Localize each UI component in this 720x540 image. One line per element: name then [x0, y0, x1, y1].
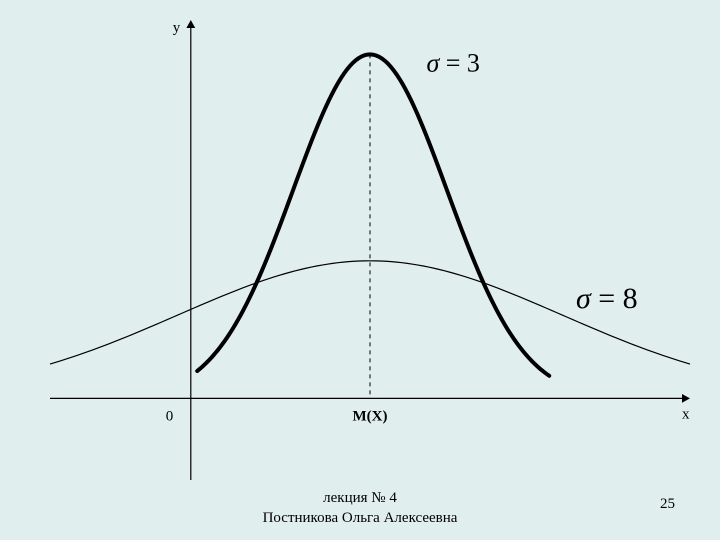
footer-caption: лекция № 4 Постникова Ольга Алексеевна: [0, 489, 720, 528]
equation-sigma8: σ = 8: [576, 282, 638, 315]
page-number: 25: [660, 495, 675, 515]
slide: y x 0 M(X) σ = 3 σ = 8 лекция № 4 Постникова …: [0, 0, 720, 540]
y-axis-label: y: [173, 20, 181, 36]
footer-line1: лекция № 4: [323, 490, 397, 506]
x-axis-label: x: [682, 406, 690, 422]
chart: y x 0 M(X) σ = 3 σ = 8: [0, 0, 720, 540]
slide-background: [0, 0, 720, 540]
equation-sigma3: σ = 3: [426, 49, 480, 78]
origin-label: 0: [166, 408, 174, 424]
footer-line2: Постникова Ольга Алексеевна: [263, 510, 458, 526]
mx-label: M(X): [353, 408, 388, 424]
